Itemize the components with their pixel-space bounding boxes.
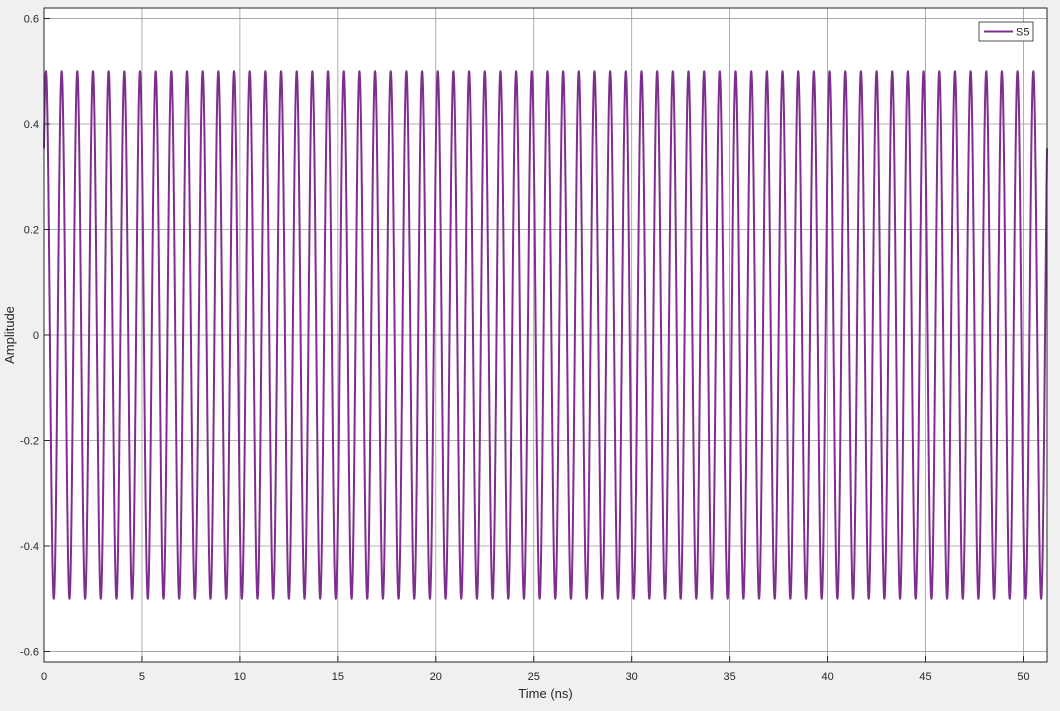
x-tick-label: 40 (821, 671, 833, 683)
x-tick-label: 35 (724, 671, 736, 683)
x-tick-label: 30 (626, 671, 638, 683)
legend[interactable]: S5 (978, 21, 1034, 42)
x-tick-label: 45 (919, 671, 931, 683)
series-layer (43, 70, 1048, 600)
x-tick-label: 15 (332, 671, 344, 683)
x-tick-label: 0 (41, 671, 47, 683)
y-tick-label: 0.6 (24, 14, 39, 26)
x-axis-label: Time (ns) (518, 686, 572, 701)
x-tick-label: 50 (1017, 671, 1029, 683)
y-tick-label: -0.4 (20, 541, 39, 553)
y-tick-label: -0.6 (20, 646, 39, 658)
x-tick-label: 25 (528, 671, 540, 683)
y-tick-label: -0.2 (20, 435, 39, 447)
tick-layer: 0 5 10 15 20 25 30 35 40 45 50 -0.6 -0.4 -0.2 0 0.2 0.4 0… (20, 14, 1030, 683)
x-tick-label: 20 (430, 671, 442, 683)
x-tick-label: 10 (234, 671, 246, 683)
x-tick-label: 5 (139, 671, 145, 683)
y-tick-label: 0.2 (24, 225, 39, 237)
y-tick-label: 0 (33, 330, 39, 342)
series-line-s5 (43, 70, 1048, 600)
legend-label-s5: S5 (1016, 27, 1029, 39)
y-axis-label: Amplitude (2, 306, 17, 364)
y-tick-label: 0.4 (24, 119, 39, 131)
